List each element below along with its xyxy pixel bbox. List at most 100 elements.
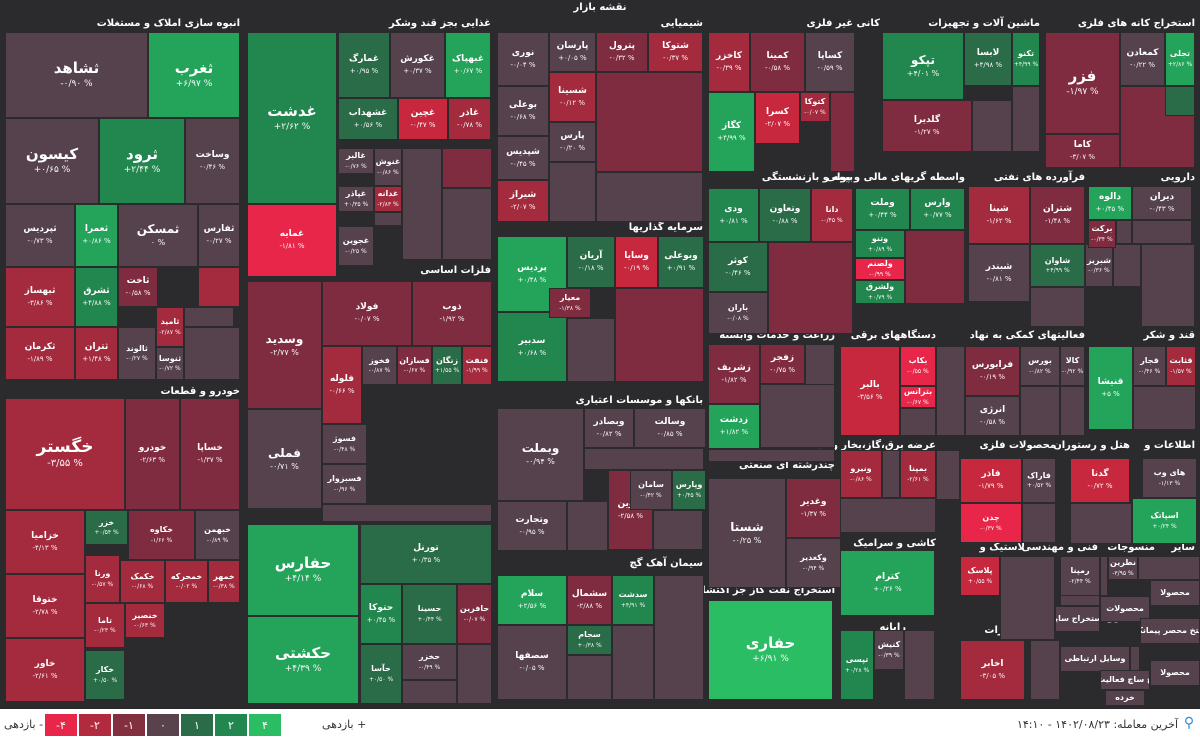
stock-tile-unlabeled[interactable] [768, 242, 853, 334]
stock-tile[interactable]: سدشت % ۴/۹۱+ [612, 575, 654, 625]
stock-tile[interactable]: بورس % ۰/۸۲- [1020, 346, 1060, 386]
stock-tile-unlabeled[interactable] [1012, 86, 1040, 152]
stock-tile[interactable]: فاذر % ۱/۷۹- [960, 458, 1022, 503]
stock-tile-unlabeled[interactable] [1113, 244, 1141, 287]
stock-tile-unlabeled[interactable] [402, 148, 442, 260]
stock-tile-unlabeled[interactable] [198, 267, 240, 307]
stock-tile[interactable]: ثامید % ۲/۸۷- [156, 307, 184, 347]
stock-tile[interactable]: خاور % ۲/۶۱- [5, 638, 85, 702]
stock-tile[interactable]: حخزر % ۰/۴۹- [402, 644, 457, 680]
stock-tile[interactable]: خرده [1105, 690, 1145, 706]
stock-tile[interactable]: ختوقا % ۲/۷۸- [5, 574, 85, 638]
stock-tile-unlabeled[interactable] [708, 449, 835, 462]
stock-tile[interactable]: پارس % ۰/۲۰- [549, 122, 596, 162]
stock-tile[interactable]: تپسی % ۰/۲۸+ [840, 630, 874, 700]
stock-tile[interactable]: شاوان % ۴/۹۹+ [1030, 244, 1085, 287]
stock-tile-unlabeled[interactable] [596, 172, 703, 222]
stock-tile-unlabeled[interactable] [457, 644, 492, 704]
stock-tile-unlabeled[interactable] [1020, 386, 1060, 436]
stock-tile[interactable]: محصولا [1150, 660, 1200, 686]
stock-tile[interactable]: وبصادر % ۰/۸۲- [584, 408, 634, 448]
stock-tile[interactable]: خساپا % ۱/۳۷- [180, 398, 240, 510]
stock-tile-unlabeled[interactable] [882, 450, 900, 498]
stock-tile-unlabeled[interactable] [596, 72, 703, 172]
stock-tile-unlabeled[interactable] [1130, 646, 1140, 672]
stock-tile[interactable]: غمایه % ۱/۸۱- [247, 204, 337, 277]
stock-tile[interactable]: سجام % ۰/۳۸+ [567, 625, 612, 655]
stock-tile-unlabeled[interactable] [936, 450, 960, 500]
stock-tile[interactable]: ثفارس % ۰/۲۷- [198, 204, 240, 267]
stock-tile[interactable]: فولاد % ۰/۰۷- [322, 281, 412, 346]
stock-tile[interactable]: خکاوه % ۱/۶۶- [128, 510, 195, 560]
stock-tile[interactable]: محصولا [1150, 580, 1200, 606]
stock-tile-unlabeled[interactable] [184, 307, 234, 327]
stock-tile[interactable]: زدشت % ۱/۸۲+ [708, 404, 760, 449]
stock-tile[interactable]: فملی% ۰/۷۱- [247, 409, 322, 509]
stock-tile[interactable]: ونیرو % ۰/۸۶- [840, 450, 882, 498]
stock-tile[interactable]: دیران % ۰/۴۳- [1132, 186, 1192, 220]
stock-tile[interactable]: غنوش % ۰/۸۶- [374, 148, 402, 186]
stock-tile[interactable]: خنصیر % ۰/۶۳- [125, 603, 165, 638]
stock-tile[interactable]: خزر % ۰/۵۴+ [85, 510, 128, 545]
stock-tile[interactable]: نطرین % ۳/۹۵- [1108, 556, 1138, 580]
stock-tile[interactable]: قنیشا % ۵+ [1088, 346, 1133, 430]
stock-tile[interactable]: وبملت% ۰/۹۴- [497, 408, 584, 501]
stock-tile[interactable]: گدنا % ۰/۷۲- [1070, 458, 1130, 503]
stock-tile-unlabeled[interactable] [1022, 503, 1056, 543]
stock-tile[interactable]: حافرین % ۰/۰۷- [457, 584, 492, 644]
stock-tile-unlabeled[interactable] [760, 384, 835, 448]
stock-tile[interactable]: وتعاون % ۰/۸۸- [759, 188, 811, 242]
stock-tile-unlabeled[interactable] [1070, 503, 1132, 544]
stock-tile[interactable]: ثالوند % ۰/۲۷- [118, 327, 156, 380]
stock-tile[interactable]: تجلی % ۲/۸۶+ [1165, 32, 1195, 86]
stock-tile[interactable]: ولصنم % ۰/۹۹- [855, 258, 905, 280]
stock-tile[interactable]: فخوز % ۰/۸۷- [362, 346, 397, 385]
stock-tile[interactable]: غدانه % ۲/۸۳- [374, 186, 402, 212]
stock-tile[interactable]: برکت % ۰/۳۴- [1088, 220, 1116, 248]
stock-tile[interactable]: اسپاتک % ۰/۲۴+ [1132, 498, 1197, 544]
stock-tile[interactable]: فسوژ % ۰/۴۸- [322, 424, 367, 464]
stock-tile[interactable]: غالبر % ۰/۷۶- [338, 148, 374, 174]
stock-tile[interactable]: ثشرق % ۴/۸۸+ [75, 267, 118, 327]
stock-tile[interactable]: خودرو % ۲/۶۳- [125, 398, 180, 510]
stock-tile[interactable]: باران % ۰/۰۸- [708, 292, 768, 334]
stock-tile[interactable]: ثغرب% ۶/۹۷+ [148, 32, 240, 118]
stock-tile[interactable]: وساخت % ۰/۴۶- [185, 118, 240, 204]
stock-tile-unlabeled[interactable] [840, 498, 936, 533]
stock-tile[interactable]: ثاخت % ۰/۵۸- [118, 267, 158, 307]
info-pin-icon[interactable]: ⚲ [1183, 715, 1195, 731]
stock-tile[interactable]: کاما % ۳/۰۷- [1045, 134, 1120, 168]
stock-tile-unlabeled[interactable] [402, 680, 457, 704]
stock-tile-unlabeled[interactable] [1100, 556, 1108, 596]
stock-tile[interactable]: فلوله % ۰/۶۶- [322, 346, 362, 424]
stock-tile[interactable]: وارس % ۰/۷۷+ [910, 188, 965, 230]
stock-tile-unlabeled[interactable] [1030, 640, 1060, 700]
stock-tile[interactable]: حفارس% ۴/۱۴+ [247, 524, 359, 616]
stock-tile-unlabeled[interactable] [1138, 556, 1200, 580]
stock-tile[interactable]: وغدیر % ۱/۳۷- [786, 478, 841, 538]
stock-tile-unlabeled[interactable] [1116, 220, 1132, 244]
stock-tile[interactable]: حفاری% ۶/۹۱+ [708, 600, 833, 700]
stock-tile-unlabeled[interactable] [442, 148, 492, 188]
stock-tile-unlabeled[interactable] [584, 448, 704, 470]
stock-tile[interactable]: آریان % ۰/۱۸- [567, 236, 615, 288]
stock-tile-unlabeled[interactable] [615, 288, 704, 382]
stock-tile-unlabeled[interactable] [1133, 386, 1196, 430]
stock-tile-unlabeled[interactable] [936, 346, 965, 436]
stock-tile[interactable]: دالوه % ۰/۴۵+ [1088, 186, 1132, 220]
stock-tile[interactable]: تورنل % ۰/۳۵+ [360, 524, 492, 584]
stock-tile[interactable]: قثابت % ۱/۵۷- [1166, 346, 1196, 386]
stock-tile[interactable]: کالا % ۰/۹۲- [1060, 346, 1085, 386]
stock-tile[interactable]: شیراز % ۲/۰۷- [497, 180, 549, 222]
stock-tile[interactable]: شستا% ۰/۲۵- [708, 478, 786, 588]
stock-tile[interactable]: حسینا % ۰/۴۴+ [402, 584, 457, 644]
stock-tile[interactable]: غشهداب % ۰/۵۶+ [338, 98, 398, 140]
stock-tile[interactable]: ثپردیس % ۰/۷۳- [5, 204, 75, 267]
stock-tile[interactable]: سصفها % ۰/۰۵- [497, 625, 567, 700]
stock-tile[interactable]: فرابورس % ۰/۱۹- [965, 346, 1020, 396]
stock-tile[interactable]: استخ محصر پیمانکار [1140, 618, 1200, 644]
stock-tile[interactable]: کساپا % ۰/۵۹- [805, 32, 855, 92]
stock-tile[interactable]: ثرود% ۲/۴۴+ [99, 118, 185, 204]
stock-tile[interactable]: شبندر % ۰/۸۱- [968, 244, 1030, 302]
stock-tile[interactable]: وتنو % ۰/۸۹+ [855, 230, 905, 258]
